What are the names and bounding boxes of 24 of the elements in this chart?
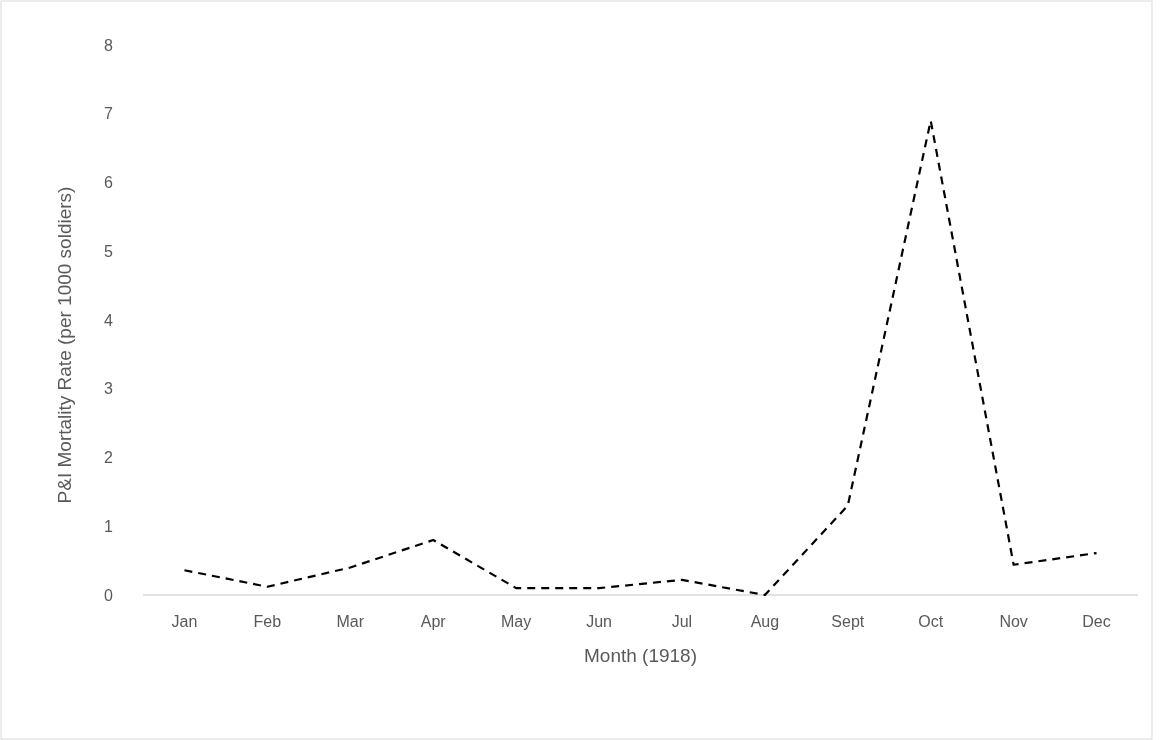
x-tick-label: Jan bbox=[171, 613, 198, 630]
y-tick-label: 2 bbox=[104, 449, 114, 467]
x-tick-label: Apr bbox=[420, 613, 447, 630]
y-tick-label: 0 bbox=[104, 586, 114, 604]
y-tick-label: 7 bbox=[104, 105, 114, 123]
x-tick-label: Jun bbox=[586, 613, 612, 630]
x-tick-label: Sept bbox=[831, 613, 865, 630]
line-series bbox=[183, 119, 1098, 597]
y-tick-label: 3 bbox=[104, 380, 114, 398]
y-tick-label: 6 bbox=[104, 174, 114, 192]
x-tick-label: Nov bbox=[999, 613, 1028, 630]
x-tick-label: Mar bbox=[336, 613, 365, 630]
y-tick-label: 5 bbox=[104, 242, 114, 260]
y-tick-label: 4 bbox=[104, 311, 114, 329]
x-tick-label: Oct bbox=[918, 613, 944, 630]
x-tick-label: Dec bbox=[1082, 613, 1111, 630]
x-tick-label: Aug bbox=[750, 613, 780, 630]
y-tick-label: 8 bbox=[104, 36, 114, 54]
x-axis-title: Month (1918) bbox=[583, 645, 698, 666]
x-tick-label: May bbox=[501, 613, 532, 630]
y-axis-title: P&I Mortality Rate (per 1000 soldiers) bbox=[54, 186, 75, 504]
x-tick-label: Feb bbox=[253, 613, 282, 630]
x-tick-label: Jul bbox=[671, 613, 693, 630]
y-tick-label: 1 bbox=[104, 517, 114, 535]
